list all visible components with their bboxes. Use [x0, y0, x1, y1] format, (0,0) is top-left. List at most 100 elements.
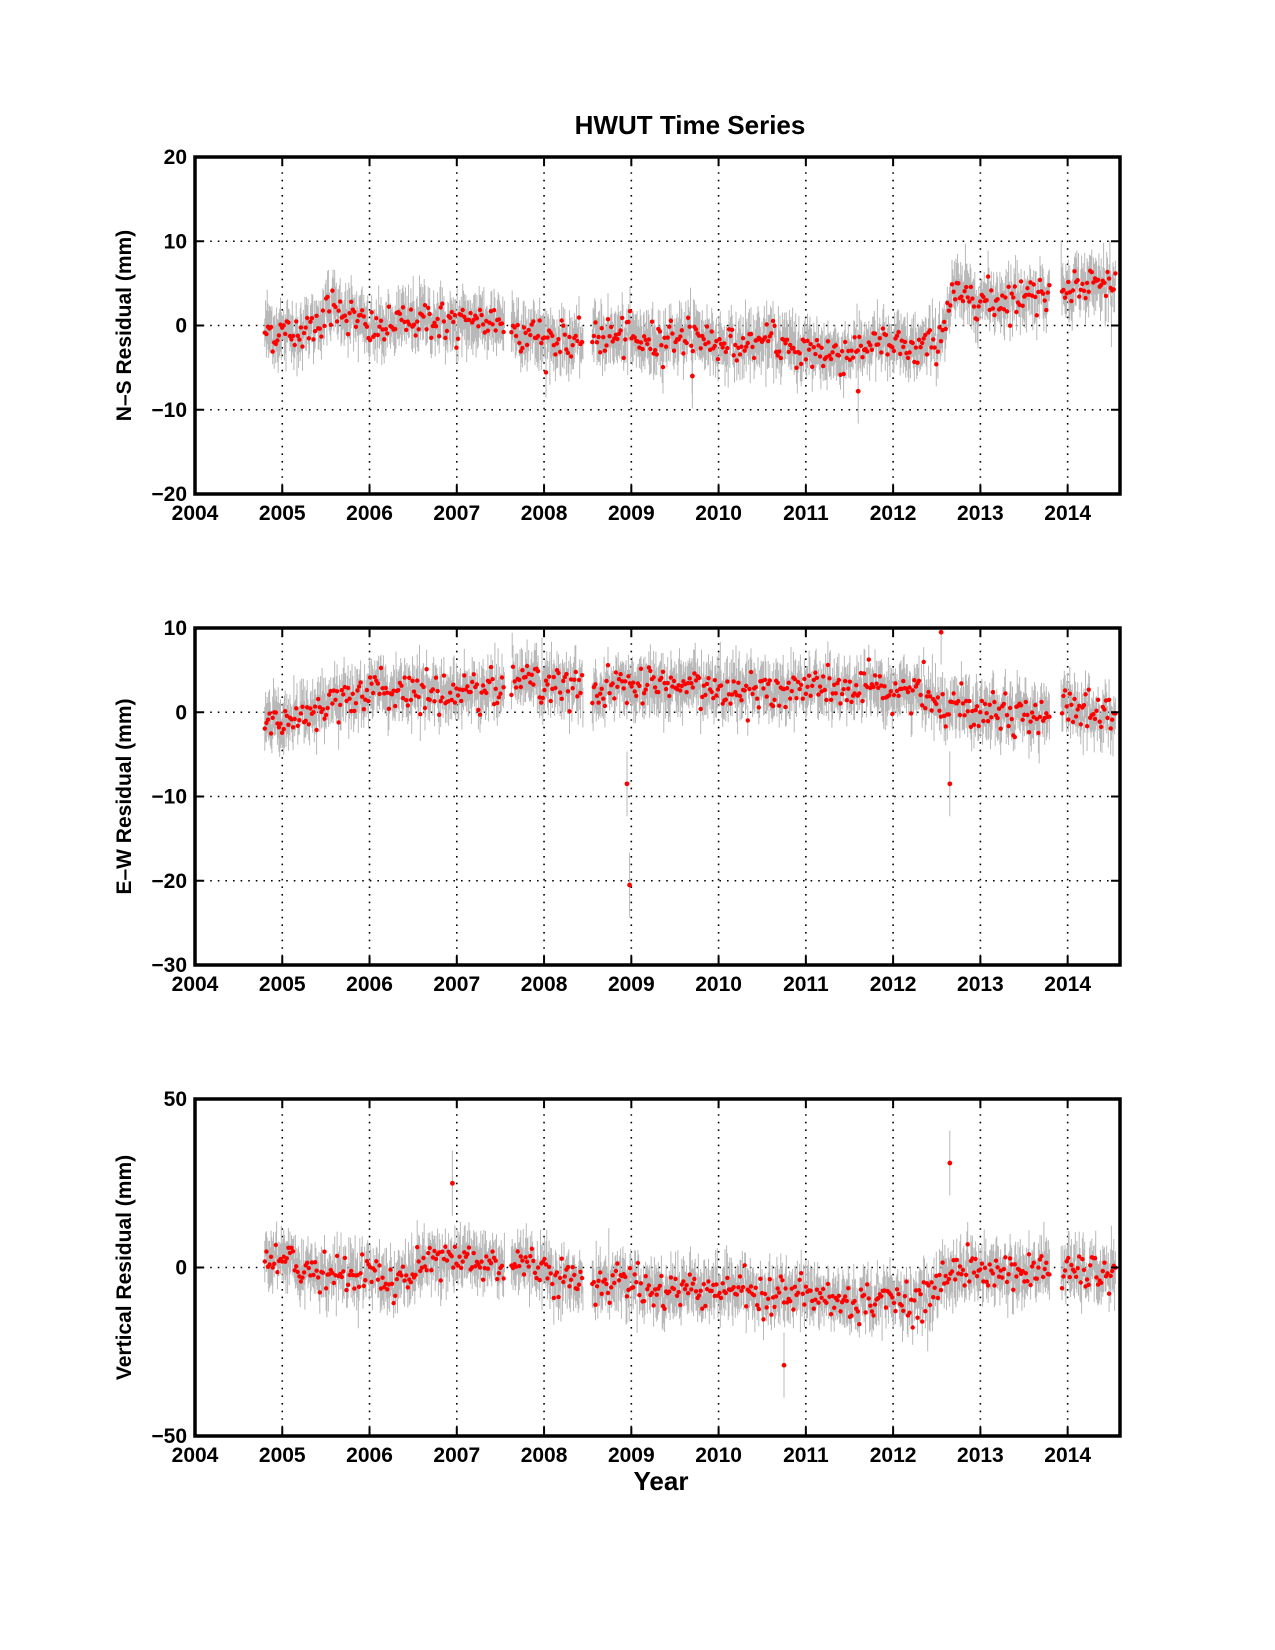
ew-data-point [905, 689, 911, 695]
ns-data-point [441, 319, 447, 324]
ew-y-tick-label: 10 [164, 617, 187, 640]
ew-data-point [671, 678, 677, 684]
ew-data-point [268, 731, 274, 736]
ew-data-point [825, 662, 831, 668]
ew-data-point [334, 689, 340, 694]
ew-data-point [347, 696, 352, 701]
ns-data-point [937, 325, 942, 330]
ns-data-point [712, 343, 717, 349]
ew-data-point [433, 675, 439, 680]
ew-data-point [290, 725, 296, 730]
ns-data-point [424, 327, 429, 332]
ew-data-point [361, 707, 366, 712]
ns-data-point [974, 317, 980, 322]
ns-data-point [377, 324, 382, 329]
ns-data-point [591, 333, 597, 339]
vertical-data-point [736, 1285, 741, 1290]
ew-data-point [728, 701, 733, 706]
ew-data-point [1003, 691, 1008, 696]
vertical-data-point [393, 1293, 398, 1299]
ew-data-point [495, 700, 500, 706]
vertical-x-tick-label: 2014 [1044, 1444, 1091, 1467]
ns-data-point [452, 313, 458, 318]
ns-data-point [1084, 280, 1090, 286]
ew-data-point [323, 712, 329, 718]
ns-data-point [545, 335, 550, 340]
vertical-data-point [361, 1283, 366, 1289]
ns-data-point [890, 345, 895, 350]
vertical-data-point [783, 1286, 788, 1291]
vertical-data-point [528, 1253, 533, 1259]
vertical-data-point [264, 1249, 269, 1254]
ew-data-point [393, 703, 398, 709]
ns-data-point [579, 339, 585, 345]
vertical-data-point [626, 1287, 631, 1293]
ew-data-point [747, 686, 752, 692]
vertical-data-point [1110, 1268, 1115, 1274]
ns-data-point [981, 294, 986, 300]
ns-data-point [685, 315, 691, 320]
ew-data-point [985, 718, 991, 724]
vertical-data-point [1037, 1257, 1043, 1262]
ns-data-point [858, 343, 864, 348]
ns-data-point [352, 309, 357, 314]
ns-data-point [557, 349, 563, 355]
ew-data-point [535, 669, 541, 674]
ew-x-tick-label: 2010 [695, 973, 742, 996]
ns-data-point [1012, 284, 1017, 289]
ns-data-point [1072, 269, 1077, 274]
vertical-x-tick-label: 2009 [608, 1444, 655, 1467]
ew-data-point [766, 681, 771, 687]
ns-data-point [289, 337, 294, 342]
ns-data-point [621, 355, 626, 361]
ns-data-point [415, 319, 420, 324]
vertical-data-point [352, 1286, 357, 1291]
vertical-data-point [323, 1286, 329, 1291]
ew-data-point [283, 709, 288, 714]
vertical-data-point [1105, 1271, 1110, 1276]
ns-data-point [934, 362, 939, 367]
ns-data-point [1033, 294, 1038, 300]
ns-data-point [443, 335, 448, 341]
vertical-data-point [312, 1260, 318, 1265]
ew-data-point [565, 689, 571, 694]
ew-data-point [805, 684, 810, 689]
ew-data-point [921, 659, 926, 665]
ns-data-point [474, 316, 480, 321]
ew-data-point [646, 665, 652, 670]
ew-data-point [638, 666, 644, 671]
vertical-data-point [432, 1248, 437, 1254]
vertical-data-point [484, 1254, 489, 1259]
ew-data-point [543, 678, 549, 683]
vertical-data-point [480, 1277, 486, 1282]
ew-data-point [1028, 719, 1033, 724]
vertical-y-tick-label: −50 [151, 1425, 187, 1448]
ns-data-point [290, 333, 296, 339]
ns-data-point [819, 345, 824, 350]
ew-x-tick-label: 2013 [957, 973, 1004, 996]
ew-x-tick-label: 2008 [521, 973, 568, 996]
ns-data-point [817, 354, 823, 359]
ns-data-point [777, 349, 782, 354]
ns-data-point [605, 317, 611, 322]
vertical-data-point [1086, 1282, 1091, 1288]
ns-data-point [383, 327, 388, 332]
ns-data-point [309, 316, 315, 321]
ns-data-point [294, 319, 299, 324]
vertical-data-point [926, 1283, 931, 1288]
vertical-data-point [604, 1281, 609, 1287]
ns-data-point [609, 324, 614, 330]
ew-data-point [912, 678, 917, 683]
ns-data-point [641, 334, 647, 339]
ew-data-point [918, 692, 923, 698]
vertical-data-point [638, 1281, 644, 1286]
ew-data-point [833, 691, 838, 696]
ew-data-point [916, 678, 922, 683]
ns-data-point [698, 346, 703, 351]
vertical-data-point [273, 1242, 278, 1248]
ew-data-point [718, 683, 724, 688]
vertical-data-point [960, 1267, 966, 1273]
vertical-data-point [320, 1270, 326, 1275]
ew-data-point [1075, 707, 1080, 712]
ew-data-point [910, 688, 915, 693]
